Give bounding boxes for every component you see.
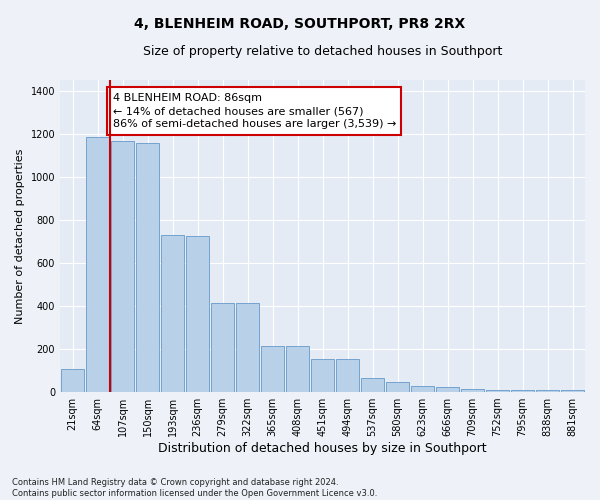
Title: Size of property relative to detached houses in Southport: Size of property relative to detached ho… bbox=[143, 45, 502, 58]
Bar bbox=[186, 236, 209, 392]
Bar bbox=[236, 303, 259, 392]
Bar bbox=[361, 378, 384, 392]
Bar bbox=[286, 346, 309, 392]
Bar bbox=[561, 390, 584, 392]
Bar bbox=[386, 382, 409, 392]
Bar bbox=[111, 142, 134, 392]
Bar bbox=[161, 235, 184, 392]
Bar bbox=[211, 303, 234, 392]
Bar bbox=[436, 386, 459, 392]
Bar bbox=[136, 144, 159, 392]
Bar bbox=[461, 389, 484, 392]
Bar bbox=[336, 358, 359, 392]
Text: Contains HM Land Registry data © Crown copyright and database right 2024.
Contai: Contains HM Land Registry data © Crown c… bbox=[12, 478, 377, 498]
Bar bbox=[536, 390, 559, 392]
Bar bbox=[511, 390, 534, 392]
Bar bbox=[486, 390, 509, 392]
Text: 4, BLENHEIM ROAD, SOUTHPORT, PR8 2RX: 4, BLENHEIM ROAD, SOUTHPORT, PR8 2RX bbox=[134, 18, 466, 32]
Bar bbox=[86, 137, 109, 392]
Bar bbox=[261, 346, 284, 392]
Y-axis label: Number of detached properties: Number of detached properties bbox=[15, 148, 25, 324]
Bar bbox=[411, 386, 434, 392]
Bar bbox=[311, 358, 334, 392]
Bar bbox=[61, 370, 84, 392]
X-axis label: Distribution of detached houses by size in Southport: Distribution of detached houses by size … bbox=[158, 442, 487, 455]
Text: 4 BLENHEIM ROAD: 86sqm
← 14% of detached houses are smaller (567)
86% of semi-de: 4 BLENHEIM ROAD: 86sqm ← 14% of detached… bbox=[113, 93, 396, 130]
